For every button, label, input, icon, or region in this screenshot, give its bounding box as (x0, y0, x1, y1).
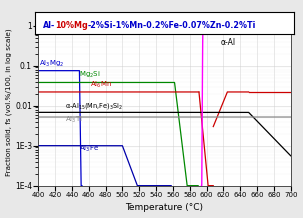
Text: -2%Si-1%Mn-0.2%Fe-0.07%Zn-0.2%Ti: -2%Si-1%Mn-0.2%Fe-0.07%Zn-0.2%Ti (88, 21, 256, 30)
Text: Al$_3$Ti: Al$_3$Ti (65, 115, 83, 125)
Text: Al-: Al- (43, 21, 55, 30)
X-axis label: Temperature (°C): Temperature (°C) (125, 203, 203, 213)
Text: Al$_3$Fe: Al$_3$Fe (78, 143, 99, 154)
Text: α-Al$_{15}$(Mn,Fe)$_3$Si$_2$: α-Al$_{15}$(Mn,Fe)$_3$Si$_2$ (65, 100, 123, 111)
Text: Al$_6$Mn: Al$_6$Mn (90, 80, 112, 90)
Text: α-Al: α-Al (221, 38, 236, 48)
Text: Al$_3$Mg$_2$: Al$_3$Mg$_2$ (39, 59, 64, 69)
Text: Mg$_2$Si: Mg$_2$Si (79, 70, 101, 80)
Y-axis label: Fraction solid, fs (vol.%/100, in log scale): Fraction solid, fs (vol.%/100, in log sc… (5, 28, 12, 176)
Text: 10%Mg: 10%Mg (55, 21, 88, 30)
